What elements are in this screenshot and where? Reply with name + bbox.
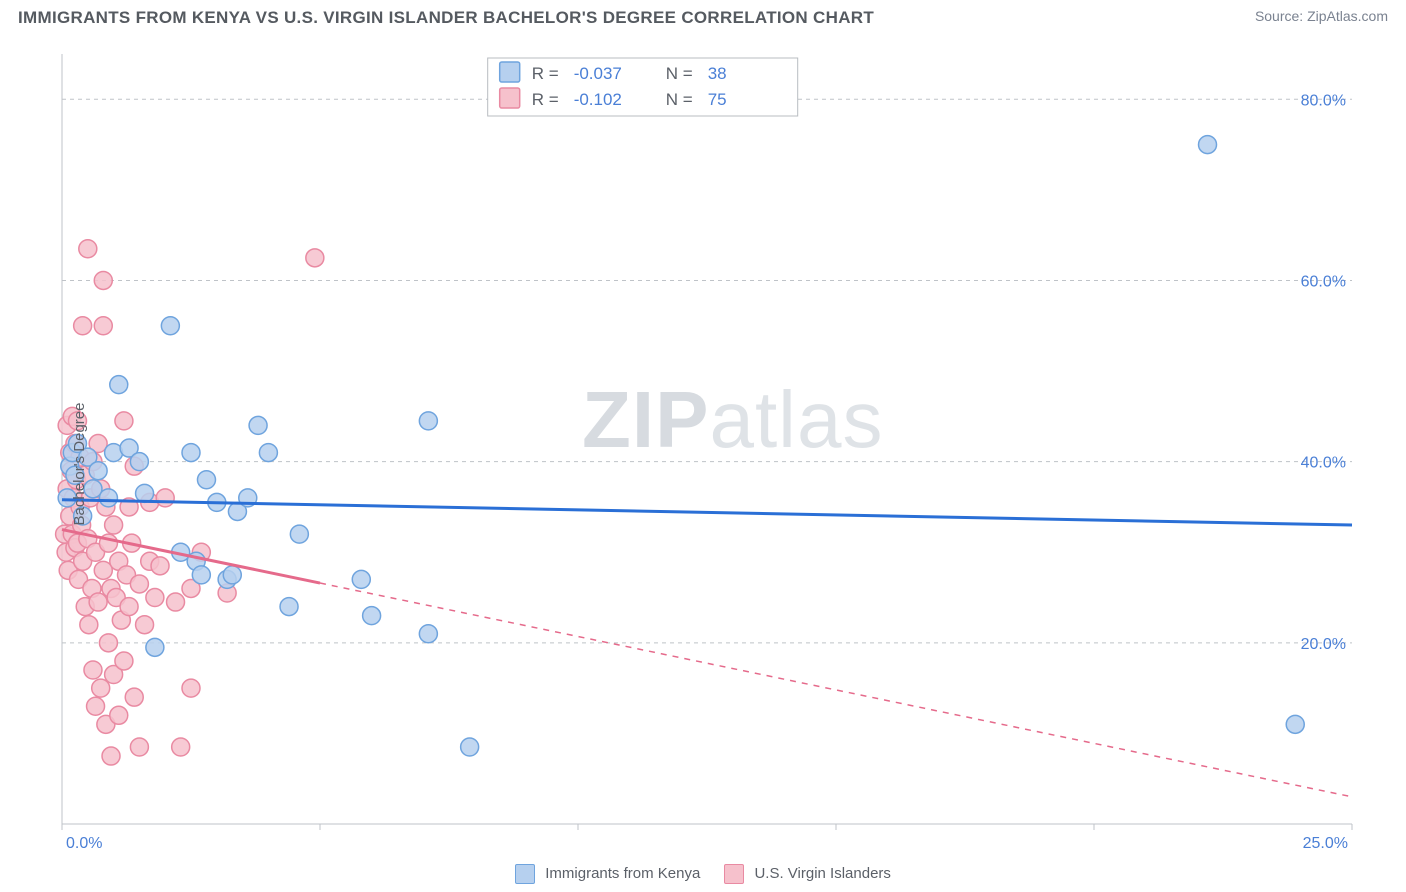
data-point-kenya: [182, 444, 200, 462]
data-point-kenya: [1199, 136, 1217, 154]
source-name: ZipAtlas.com: [1307, 8, 1388, 24]
legend-top-R-label: R =: [532, 90, 559, 109]
legend-top-swatch: [500, 62, 520, 82]
y-tick-label: 80.0%: [1301, 92, 1346, 109]
legend-top-R-value: -0.102: [574, 90, 622, 109]
data-point-kenya: [363, 607, 381, 625]
data-point-kenya: [249, 416, 267, 434]
data-point-kenya: [259, 444, 277, 462]
y-tick-label: 20.0%: [1301, 636, 1346, 653]
trendline-kenya: [62, 500, 1352, 525]
data-point-usvi: [167, 593, 185, 611]
source-prefix: Source:: [1255, 8, 1307, 24]
data-point-kenya: [136, 484, 154, 502]
legend-item-usvi: U.S. Virgin Islanders: [724, 864, 891, 884]
data-point-usvi: [130, 738, 148, 756]
legend-bottom: Immigrants from Kenya U.S. Virgin Island…: [12, 864, 1394, 884]
data-point-usvi: [79, 240, 97, 258]
data-point-usvi: [94, 271, 112, 289]
legend-label-usvi: U.S. Virgin Islanders: [754, 865, 890, 882]
data-point-usvi: [136, 616, 154, 634]
chart-header: IMMIGRANTS FROM KENYA VS U.S. VIRGIN ISL…: [0, 0, 1406, 40]
data-point-kenya: [419, 625, 437, 643]
data-point-kenya: [146, 638, 164, 656]
x-tick-label-min: 0.0%: [66, 835, 102, 852]
data-point-kenya: [280, 598, 298, 616]
chart-area: Bachelor's Degree ZIPatlas 20.0%40.0%60.…: [12, 44, 1394, 884]
data-point-usvi: [146, 589, 164, 607]
data-point-kenya: [1286, 715, 1304, 733]
data-point-usvi: [74, 317, 92, 335]
legend-top-R-value: -0.037: [574, 64, 622, 83]
data-point-usvi: [89, 593, 107, 611]
legend-swatch-kenya: [515, 864, 535, 884]
data-point-usvi: [172, 738, 190, 756]
data-point-usvi: [125, 688, 143, 706]
data-point-usvi: [115, 652, 133, 670]
data-point-kenya: [130, 453, 148, 471]
data-point-usvi: [92, 679, 110, 697]
legend-top-N-label: N =: [666, 90, 693, 109]
data-point-kenya: [192, 566, 210, 584]
data-point-usvi: [156, 489, 174, 507]
data-point-kenya: [89, 462, 107, 480]
data-point-usvi: [110, 706, 128, 724]
data-point-usvi: [130, 575, 148, 593]
legend-label-kenya: Immigrants from Kenya: [545, 865, 700, 882]
x-tick-label-max: 25.0%: [1303, 835, 1348, 852]
data-point-kenya: [352, 570, 370, 588]
data-point-usvi: [99, 634, 117, 652]
y-axis-label: Bachelor's Degree: [71, 403, 88, 526]
data-point-kenya: [290, 525, 308, 543]
data-point-kenya: [99, 489, 117, 507]
data-point-kenya: [161, 317, 179, 335]
data-point-usvi: [105, 516, 123, 534]
legend-top-N-value: 75: [708, 90, 727, 109]
data-point-usvi: [94, 317, 112, 335]
y-tick-label: 60.0%: [1301, 273, 1346, 290]
y-tick-label: 40.0%: [1301, 455, 1346, 472]
legend-top-swatch: [500, 88, 520, 108]
trendline-usvi-dash: [320, 583, 1352, 797]
data-point-kenya: [419, 412, 437, 430]
source-attribution: Source: ZipAtlas.com: [1255, 8, 1388, 24]
data-point-usvi: [115, 412, 133, 430]
legend-top-N-label: N =: [666, 64, 693, 83]
legend-item-kenya: Immigrants from Kenya: [515, 864, 700, 884]
data-point-kenya: [461, 738, 479, 756]
data-point-usvi: [102, 747, 120, 765]
chart-title: IMMIGRANTS FROM KENYA VS U.S. VIRGIN ISL…: [18, 8, 874, 28]
legend-top-N-value: 38: [708, 64, 727, 83]
data-point-kenya: [197, 471, 215, 489]
data-point-usvi: [87, 697, 105, 715]
scatter-chart: 20.0% 40.0% 60.0% 80.0% 0.0% 25.0% R = -0.037 N …: [12, 44, 1394, 856]
data-point-usvi: [306, 249, 324, 267]
data-point-usvi: [80, 616, 98, 634]
data-point-usvi: [84, 661, 102, 679]
data-point-kenya: [223, 566, 241, 584]
data-point-usvi: [151, 557, 169, 575]
legend-top-R-label: R =: [532, 64, 559, 83]
legend-swatch-usvi: [724, 864, 744, 884]
data-point-usvi: [182, 679, 200, 697]
data-point-kenya: [110, 376, 128, 394]
data-point-usvi: [120, 598, 138, 616]
